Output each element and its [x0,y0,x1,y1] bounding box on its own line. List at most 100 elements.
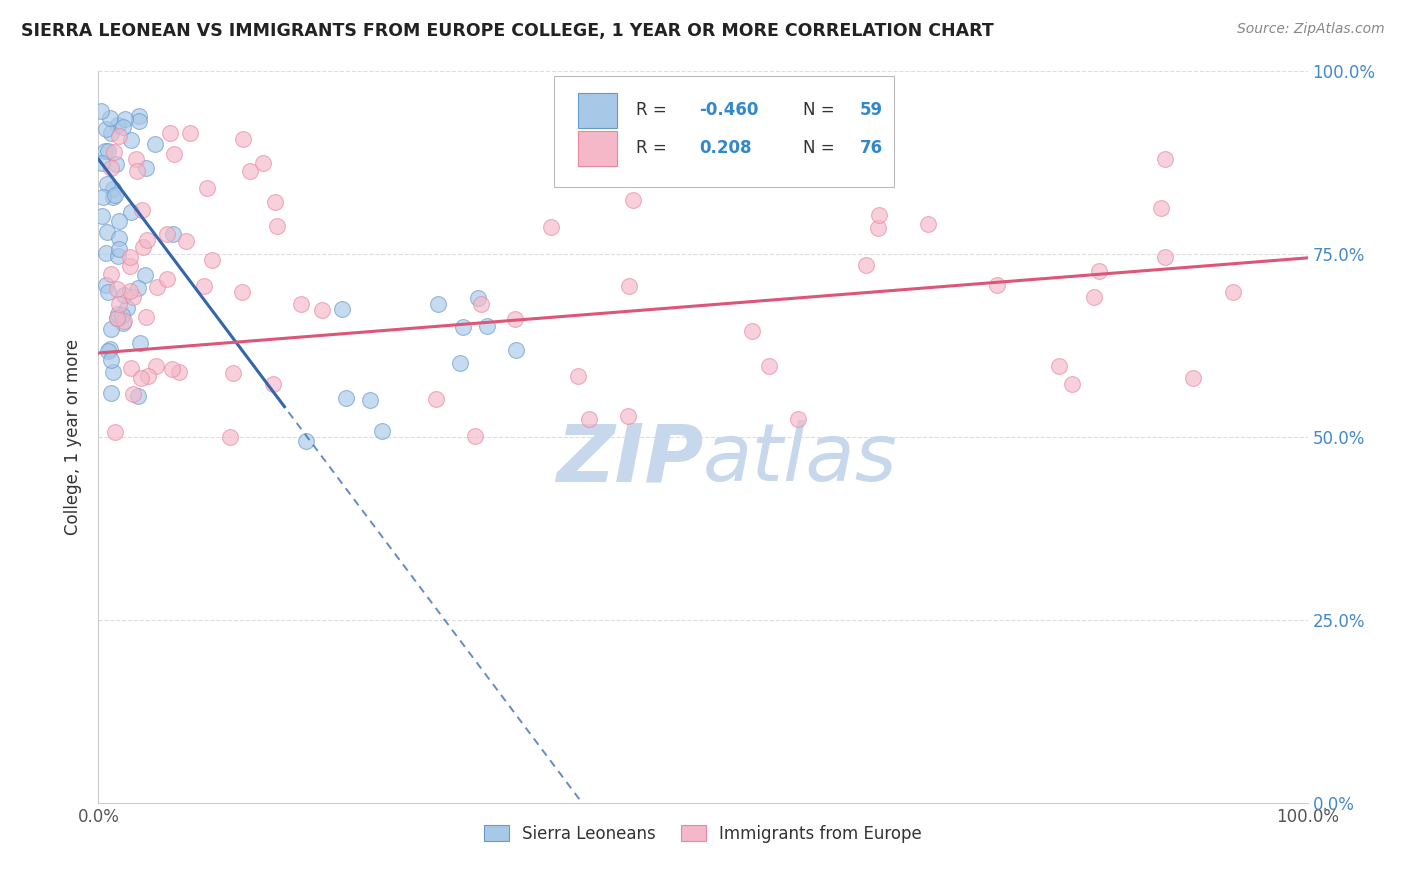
Point [616,409,638,424]
Point [108,213,131,227]
Point [105,310,128,325]
Point [239,164,262,178]
FancyBboxPatch shape [578,93,617,128]
Point [503,311,526,326]
FancyBboxPatch shape [578,130,617,166]
Point [127,389,149,403]
Text: SIERRA LEONEAN VS IMMIGRANTS FROM EUROPE COLLEGE, 1 YEAR OR MORE CORRELATION CHA: SIERRA LEONEAN VS IMMIGRANTS FROM EUROPE… [21,22,994,40]
Point [145,280,167,294]
Point [120,132,142,146]
Point [135,161,157,175]
Point [91,209,114,223]
Text: N =: N = [803,101,841,120]
Point [100,386,122,401]
Point [855,258,877,272]
Point [118,285,141,299]
Point [741,325,763,339]
Point [169,365,191,379]
Point [159,126,181,140]
Point [98,111,121,125]
Point [1182,371,1205,385]
Point [112,120,135,134]
Point [179,126,201,140]
Point [94,278,117,293]
Text: Source: ZipAtlas.com: Source: ZipAtlas.com [1237,22,1385,37]
Point [1222,285,1244,300]
Point [156,227,179,242]
Text: N =: N = [803,139,841,157]
Point [100,126,122,140]
Point [467,291,489,305]
Point [103,425,125,440]
Point [578,412,600,426]
Point [986,277,1008,292]
Point [1154,153,1177,167]
Point [193,279,215,293]
Point [97,343,120,358]
Point [162,227,184,241]
Point [108,242,131,256]
Legend: Sierra Leoneans, Immigrants from Europe: Sierra Leoneans, Immigrants from Europe [477,818,929,849]
Point [131,240,153,254]
Text: atlas: atlas [703,420,898,498]
Point [112,314,135,328]
Point [129,371,152,385]
Text: R =: R = [637,101,672,120]
Point [252,155,274,169]
Point [1150,202,1173,216]
Point [145,136,167,151]
Point [107,307,129,321]
Point [94,144,117,158]
Point [94,122,117,136]
Point [122,289,145,303]
Point [449,356,471,370]
Text: R =: R = [637,139,678,157]
Point [174,234,197,248]
Point [118,260,141,274]
Point [222,366,245,380]
Point [103,182,125,196]
Point [359,393,381,408]
Point [112,288,135,302]
Point [135,233,157,247]
Point [231,285,253,299]
Point [371,425,394,439]
Point [540,219,562,234]
Point [96,177,118,191]
Point [100,267,122,281]
Point [101,190,124,204]
Point [426,296,449,310]
Point [617,279,640,293]
Text: ZIP: ZIP [555,420,703,498]
Point [567,369,589,384]
Point [135,310,157,324]
Text: 76: 76 [860,139,883,157]
Point [232,132,254,146]
Point [100,352,122,367]
Point [621,193,644,207]
Point [91,156,114,170]
Point [1060,376,1083,391]
Point [758,359,780,373]
Point [201,253,224,268]
Point [425,392,447,406]
Point [90,103,112,118]
Point [195,181,218,195]
Point [589,167,612,181]
Text: -0.460: -0.460 [699,101,759,120]
Point [162,147,184,161]
Point [156,272,179,286]
Point [100,161,122,176]
Point [263,194,285,209]
Point [262,377,284,392]
Point [451,320,474,334]
Point [1047,359,1070,373]
Point [505,343,527,358]
Point [108,297,131,311]
Point [114,112,136,126]
Point [477,319,499,334]
Point [145,359,167,374]
Point [311,303,333,318]
Point [100,322,122,336]
Point [868,208,890,222]
